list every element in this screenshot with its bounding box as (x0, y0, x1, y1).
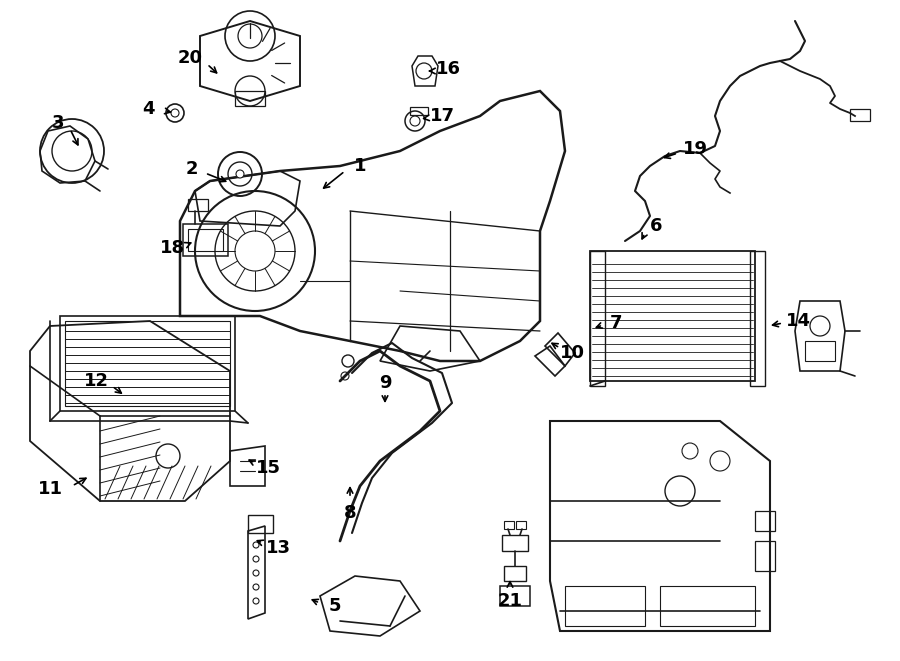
Text: 19: 19 (682, 140, 707, 158)
Bar (60, 316, 235, 411)
Bar (504, 521, 514, 529)
Text: 3: 3 (52, 114, 64, 132)
Bar (755, 541, 775, 571)
Text: 14: 14 (786, 312, 811, 330)
Bar (248, 515, 273, 533)
Bar (516, 521, 526, 529)
Text: 6: 6 (650, 217, 662, 235)
Bar (502, 535, 528, 551)
Text: 20: 20 (177, 49, 202, 67)
Bar (183, 224, 228, 256)
Bar (188, 199, 208, 211)
Bar (188, 229, 223, 251)
Bar (565, 586, 645, 626)
Text: 4: 4 (142, 100, 154, 118)
Bar (805, 341, 835, 361)
Text: 21: 21 (498, 592, 523, 610)
Text: 7: 7 (610, 314, 622, 332)
Bar (65, 321, 230, 406)
Bar (660, 586, 755, 626)
Bar (235, 91, 265, 106)
Text: 17: 17 (429, 107, 454, 125)
Text: 16: 16 (436, 60, 461, 78)
Text: 11: 11 (38, 480, 62, 498)
Bar (850, 109, 870, 121)
Text: 5: 5 (328, 597, 341, 615)
Bar (500, 586, 530, 606)
Text: 12: 12 (84, 372, 109, 390)
Bar (410, 107, 428, 115)
Bar (590, 251, 755, 381)
Text: 15: 15 (256, 459, 281, 477)
Text: 10: 10 (560, 344, 584, 362)
Circle shape (236, 170, 244, 178)
Text: 1: 1 (354, 157, 366, 175)
Text: 2: 2 (185, 160, 198, 178)
Text: 13: 13 (266, 539, 291, 557)
Bar (750, 251, 765, 386)
Bar (504, 566, 526, 581)
Bar (755, 511, 775, 531)
Text: 9: 9 (379, 374, 392, 392)
Text: 8: 8 (344, 504, 356, 522)
Text: 18: 18 (159, 239, 184, 257)
Bar (590, 251, 605, 386)
